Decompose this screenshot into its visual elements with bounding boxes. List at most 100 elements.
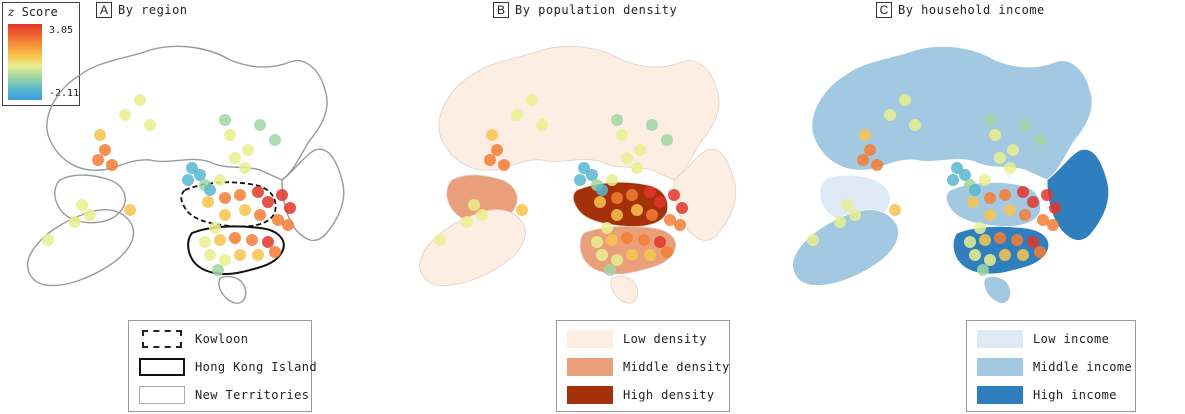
map-hotspot xyxy=(99,144,111,156)
map-hotspot xyxy=(94,129,106,141)
map-hotspot xyxy=(434,234,446,246)
map-hotspot xyxy=(889,204,901,216)
map-hotspot xyxy=(1037,214,1049,226)
map-hotspot xyxy=(282,219,294,231)
map-hotspot xyxy=(967,196,979,208)
map-hotspot xyxy=(654,196,666,208)
legend-label: Kowloon xyxy=(195,332,249,346)
map-hotspot xyxy=(252,186,264,198)
map-hotspot xyxy=(631,162,643,174)
map-hotspot xyxy=(214,174,226,186)
map-hotspot xyxy=(661,246,673,258)
map-hotspot xyxy=(536,119,548,131)
map-hotspot xyxy=(596,249,608,261)
map-hotspot xyxy=(899,94,911,106)
map-hotspot xyxy=(979,234,991,246)
legend-label: High density xyxy=(623,388,715,402)
legend-label: New Territories xyxy=(195,388,310,402)
map-hotspot xyxy=(199,236,211,248)
map-hotspot xyxy=(92,154,104,166)
map-hotspot xyxy=(807,234,819,246)
map-hotspot xyxy=(977,264,989,276)
legend-household-income: Low income Middle income High income xyxy=(966,320,1136,412)
map-hotspot xyxy=(229,232,241,244)
legend-swatch xyxy=(977,330,1023,348)
map-hotspot xyxy=(1004,162,1016,174)
map-hotspot xyxy=(909,119,921,131)
map-hotspot xyxy=(664,214,676,226)
map-hotspot xyxy=(119,109,131,121)
map-area-nt-north xyxy=(46,45,328,181)
legend-label: Low density xyxy=(623,332,707,346)
map-hotspot xyxy=(999,249,1011,261)
map-hotspot xyxy=(204,184,216,196)
map-hotspot xyxy=(834,216,846,228)
map-hotspot xyxy=(574,174,586,186)
map-hotspot xyxy=(578,162,590,174)
map-hotspot xyxy=(224,129,236,141)
map-hotspot xyxy=(984,192,996,204)
map-hotspot xyxy=(182,174,194,186)
map-hotspot xyxy=(951,162,963,174)
map-hotspot xyxy=(676,202,688,214)
map-area-hk-island xyxy=(187,225,285,275)
map-hotspot xyxy=(242,144,254,156)
map-hotspot xyxy=(1049,202,1061,214)
map-area-nt-east xyxy=(281,148,345,242)
map-hotspot xyxy=(219,192,231,204)
map-hotspot xyxy=(959,169,971,181)
colorbar-gradient xyxy=(8,24,42,100)
map-hotspot xyxy=(76,199,88,211)
map-hotspot xyxy=(661,134,673,146)
map-hotspot xyxy=(1004,204,1016,216)
map-hotspot xyxy=(974,222,986,234)
map-hotspot xyxy=(69,216,81,228)
map-area-nt-east xyxy=(1046,148,1110,241)
map-hotspot xyxy=(606,174,618,186)
map-hotspot-layer xyxy=(807,94,1061,276)
map-hotspot xyxy=(476,209,488,221)
map-hotspot xyxy=(498,159,510,171)
map-region-layer xyxy=(792,45,1110,304)
map-hotspot xyxy=(1041,189,1053,201)
map-hotspot xyxy=(229,152,241,164)
panel-a-header: A By region xyxy=(96,2,188,18)
map-hotspot xyxy=(511,109,523,121)
map-hotspot xyxy=(979,174,991,186)
map-hotspot xyxy=(1034,246,1046,258)
map-hotspot xyxy=(202,196,214,208)
map-hotspot xyxy=(994,232,1006,244)
map-hotspot xyxy=(246,234,258,246)
colorbar-max-label: 3.05 xyxy=(49,25,74,36)
map-by-region xyxy=(27,45,345,304)
legend-swatch xyxy=(567,358,613,376)
map-hotspot xyxy=(204,249,216,261)
map-by-household-income xyxy=(792,45,1110,304)
map-hotspot xyxy=(461,216,473,228)
panel-c-title: By household income xyxy=(898,3,1045,17)
map-hotspot xyxy=(214,234,226,246)
map-hotspot xyxy=(272,214,284,226)
legend-label: Middle density xyxy=(623,360,730,374)
panel-b-header: B By population density xyxy=(493,2,677,18)
colorbar-title-text: Score xyxy=(21,5,58,19)
map-hotspot xyxy=(634,144,646,156)
map-area-nt-west xyxy=(54,174,126,224)
map-hotspot xyxy=(638,234,650,246)
map-hotspot xyxy=(269,134,281,146)
map-hotspot xyxy=(646,209,658,221)
map-hotspot xyxy=(644,249,656,261)
map-hotspot xyxy=(611,114,623,126)
map-area-hk-island xyxy=(952,226,1050,275)
map-area-lamma xyxy=(218,275,247,304)
map-hotspot xyxy=(871,159,883,171)
map-hotspot xyxy=(611,254,623,266)
map-hotspot xyxy=(1019,209,1031,221)
map-hotspot xyxy=(626,189,638,201)
map-hotspot xyxy=(616,129,628,141)
map-hotspot xyxy=(468,199,480,211)
map-hotspot xyxy=(668,189,680,201)
map-area-hk-island xyxy=(579,226,677,275)
map-hotspot xyxy=(1047,219,1059,231)
legend-swatch xyxy=(567,386,613,404)
